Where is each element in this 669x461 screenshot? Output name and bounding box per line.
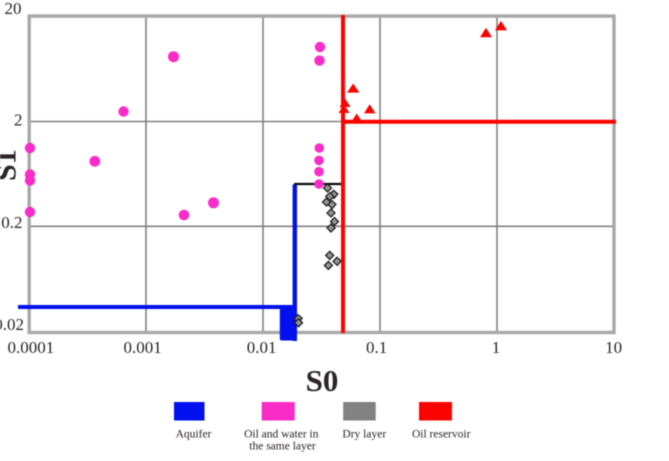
- svg-text:0.0001: 0.0001: [8, 338, 55, 357]
- svg-text:0.001: 0.001: [123, 338, 161, 357]
- svg-text:2: 2: [14, 111, 23, 130]
- svg-text:0.01: 0.01: [247, 338, 277, 357]
- svg-text:the same layer: the same layer: [249, 441, 316, 453]
- svg-text:20: 20: [5, 0, 22, 18]
- svg-text:S0: S0: [306, 363, 339, 398]
- svg-text:S1: S1: [0, 149, 23, 181]
- svg-text:10: 10: [605, 338, 622, 357]
- svg-text:Oil and water in: Oil and water in: [244, 429, 319, 441]
- svg-text:0.02: 0.02: [0, 315, 24, 334]
- svg-text:1: 1: [492, 338, 501, 357]
- svg-text:Aquifer: Aquifer: [176, 429, 212, 441]
- svg-text:0.2: 0.2: [1, 213, 22, 232]
- svg-text:Dry layer: Dry layer: [342, 429, 386, 441]
- svg-text:Oil reservoir: Oil reservoir: [412, 429, 471, 441]
- svg-text:0.1: 0.1: [366, 338, 387, 357]
